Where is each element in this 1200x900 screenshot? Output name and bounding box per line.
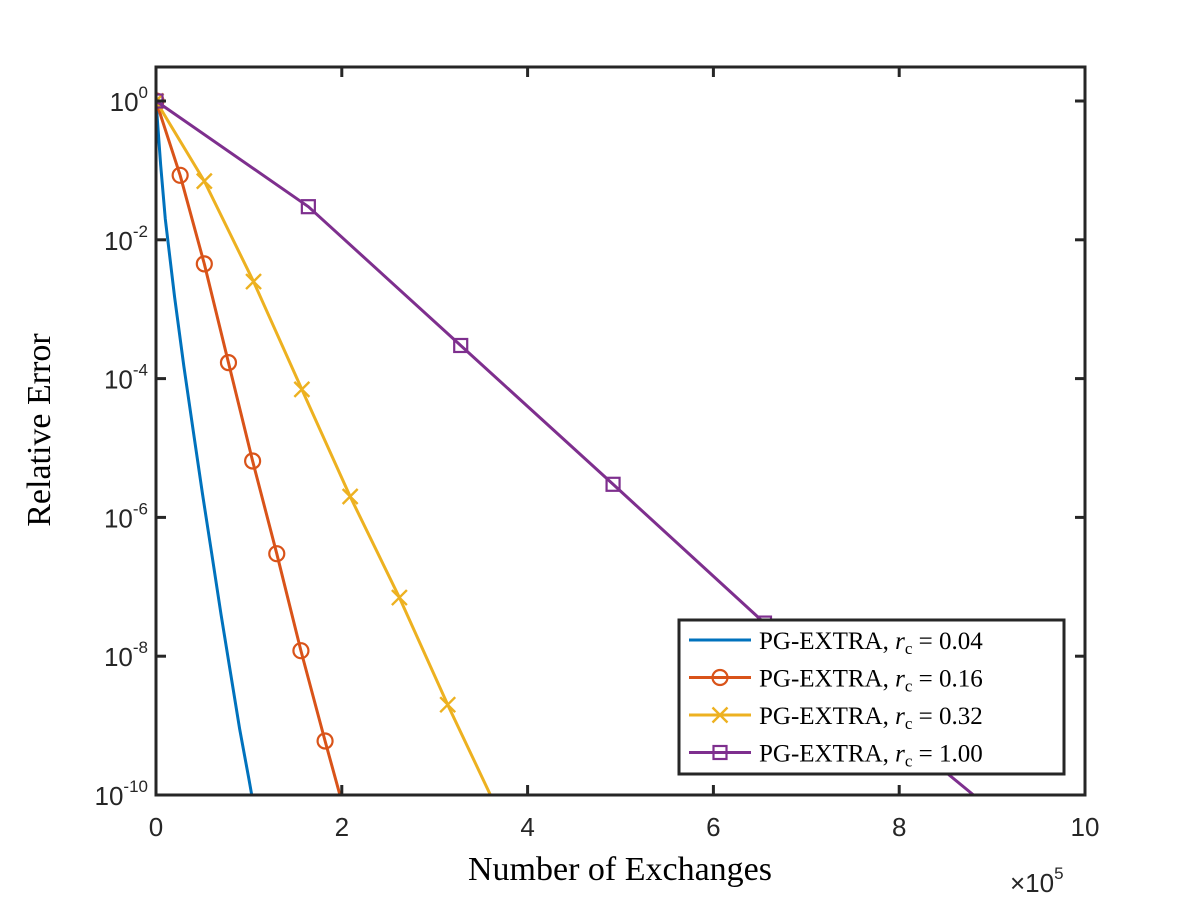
legend-label: PG-EXTRA, rc = 0.32 (759, 703, 983, 733)
series-3 (156, 92, 492, 795)
series-2-marker (316, 732, 334, 750)
y-tick-label: 10-6 (104, 499, 148, 533)
series-3-marker (391, 589, 408, 606)
legend-entry-2: PG-EXTRA, rc = 0.16 (689, 666, 983, 696)
legend-marker (711, 706, 729, 724)
series-3-marker (293, 381, 311, 398)
legend-label: PG-EXTRA, rc = 0.04 (759, 628, 983, 658)
legend-marker (712, 744, 728, 761)
legend-marker (711, 668, 729, 687)
axes: 0 2 4 6 8 10 100 10-2 10-4 10-6 10-8 10-10 (95, 65, 1100, 842)
legend-label: PG-EXTRA, rc = 1.00 (759, 741, 983, 771)
series-2-marker (219, 354, 238, 372)
legend-entry-4: PG-EXTRA, rc = 1.00 (689, 741, 983, 771)
x-axis-multiplier: ×105 (1010, 864, 1064, 898)
series-3-marker (341, 488, 359, 505)
x-multiplier-base: ×10 (1010, 868, 1054, 898)
y-tick-label: 100 (110, 83, 148, 117)
y-tick-label: 10-8 (104, 638, 148, 672)
x-tick-label: 8 (892, 812, 906, 842)
x-tick-label: 2 (335, 812, 349, 842)
series-3-marker (439, 696, 457, 714)
y-tick-label: 10-4 (104, 361, 148, 395)
x-tick-label: 4 (520, 812, 534, 842)
x-tick-label: 0 (149, 812, 163, 842)
series-3-marker (195, 172, 213, 190)
x-axis-label: Number of Exchanges (468, 851, 772, 888)
legend: PG-EXTRA, rc = 0.04 PG-EXTRA, rc = 0.16 PG… (677, 618, 1066, 776)
series-line-1 (156, 100, 263, 795)
y-axis-label: Relative Error (21, 333, 58, 527)
legend-entry-3: PG-EXTRA, rc = 0.32 (689, 703, 983, 733)
y-tick-label: 10-2 (104, 222, 148, 256)
series-2-marker (292, 642, 310, 660)
legend-entry-1: PG-EXTRA, rc = 0.04 (689, 628, 983, 658)
x-tick-label: 10 (1071, 812, 1100, 842)
series-2-marker (171, 166, 189, 184)
series-line-3 (156, 100, 492, 795)
series-2-marker (268, 545, 286, 563)
series-3-marker (245, 273, 262, 290)
legend-label: PG-EXTRA, rc = 0.16 (759, 666, 983, 696)
series-line-2 (156, 100, 342, 795)
series-4-marker (453, 337, 469, 354)
legend-box (677, 618, 1066, 776)
x-multiplier-exponent: 5 (1054, 864, 1063, 883)
series-2-marker (244, 452, 262, 470)
series-4-marker (300, 199, 316, 215)
series-4-marker (605, 476, 621, 492)
series-1 (156, 100, 263, 795)
x-tick-label: 6 (706, 812, 720, 842)
y-tick-label: 10-10 (95, 777, 149, 811)
axes-box (154, 65, 1087, 797)
series-2-marker (195, 255, 213, 273)
